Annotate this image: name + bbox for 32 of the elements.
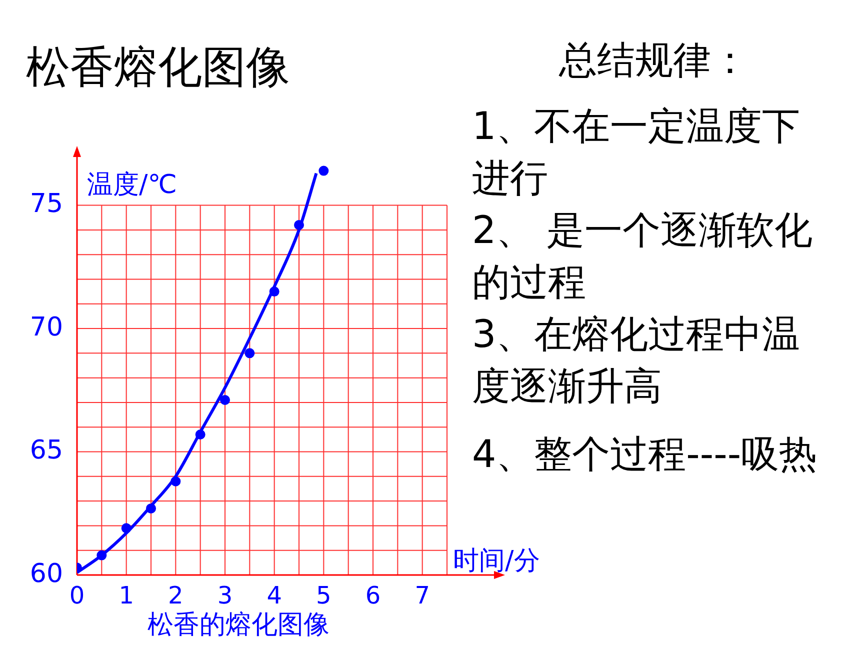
point xyxy=(146,503,156,514)
point xyxy=(220,395,230,406)
chart-title: 松香熔化图像 xyxy=(26,41,290,95)
x-tick-label: 1 xyxy=(118,582,134,610)
x-tick-label: 0 xyxy=(69,582,85,610)
text: 松香的熔化图像 xyxy=(147,610,330,640)
x-tick-label: 7 xyxy=(414,582,430,610)
line-series xyxy=(77,172,318,574)
x-axis-title: 时间/分 xyxy=(453,546,540,576)
x-tick-label: 5 xyxy=(316,582,332,610)
text: 2、 是一个逐渐软化的过程 xyxy=(472,207,814,306)
point xyxy=(96,550,107,560)
point xyxy=(195,430,206,440)
y-tick-label: 70 xyxy=(30,312,63,342)
y-tick-label: 75 xyxy=(30,189,63,220)
point xyxy=(318,166,329,176)
point xyxy=(121,523,132,534)
point xyxy=(170,476,181,486)
point xyxy=(244,348,255,358)
y-tick-label: 60 xyxy=(30,558,63,589)
text: 4、整个过程----吸热 xyxy=(472,431,818,478)
x-tick-label: 2 xyxy=(168,582,184,610)
x-tick-label: 6 xyxy=(365,582,381,610)
x-tick-label: 3 xyxy=(217,582,233,610)
text: 总结规律： xyxy=(558,37,750,84)
text: 3、在熔化过程中温度逐渐升高 xyxy=(472,311,802,410)
x-tick-label: 4 xyxy=(266,582,282,610)
y-axis-title: 温度/℃ xyxy=(87,170,177,200)
point xyxy=(269,286,280,297)
y-tick-label: 65 xyxy=(30,436,63,466)
text: 1、不在一定温度下进行 xyxy=(472,103,802,202)
point xyxy=(294,220,304,230)
